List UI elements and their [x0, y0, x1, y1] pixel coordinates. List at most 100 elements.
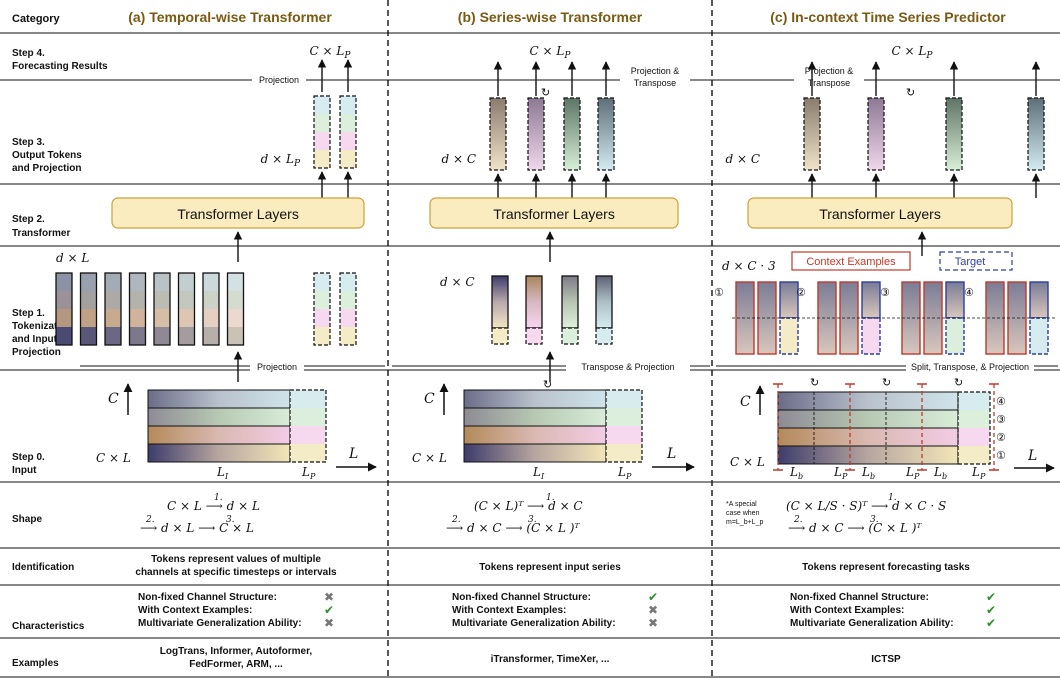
b-input-token: [491, 275, 509, 345]
c-cxl-label: C × L: [730, 455, 765, 469]
c-input-projection-label: Split, Transpose, & Projection: [911, 362, 1029, 372]
characteristic-row: Non-fixed Channel Structure: ✔: [452, 590, 658, 604]
svg-text:Step 3.: Step 3.: [12, 137, 45, 148]
b-li-label: LI: [532, 465, 545, 481]
b-input-projection-label: Transpose & Projection: [581, 362, 674, 372]
a-c-axis-label: C: [108, 391, 119, 407]
c-shape-step3: 3.: [870, 515, 879, 525]
characteristic-label: Multivariate Generalization Ability:: [138, 618, 302, 629]
c-segment-label: LP: [905, 465, 920, 481]
c-shape-line2: ⟶ d × C ⟶ (C × L )ᵀ: [788, 521, 922, 535]
a-identification-line2: channels at specific timesteps or interv…: [135, 567, 337, 578]
b-shape-line2: ⟶ d × C ⟶ (C × L )ᵀ: [446, 521, 580, 535]
c-rotate-marker: ↻: [954, 376, 963, 389]
c-shape-step1: 1.: [888, 493, 897, 503]
characteristic-label: Multivariate Generalization Ability:: [452, 618, 616, 629]
c-target-token: [1029, 281, 1049, 355]
c-task-group: ③: [880, 281, 965, 355]
b-dc-shape: d × C: [441, 152, 476, 166]
svg-text:Projection: Projection: [12, 347, 61, 358]
b-c-axis-label: C: [424, 391, 435, 407]
c-channel-number: ①: [996, 449, 1006, 462]
characteristic-label: With Context Examples:: [452, 605, 566, 616]
a-input-projection-label: Projection: [257, 362, 297, 372]
a-identification-line1: Tokens represent values of multiple: [151, 554, 321, 565]
characteristic-row: Multivariate Generalization Ability: ✖: [138, 616, 334, 630]
c-c-axis-label: C: [740, 394, 751, 410]
a-input-token: [55, 272, 73, 346]
a-output-token-1: [313, 95, 331, 169]
svg-text:Step 0.: Step 0.: [12, 452, 45, 463]
characteristic-row: Multivariate Generalization Ability: ✖: [452, 616, 658, 630]
svg-text:and Input: and Input: [12, 334, 58, 345]
characteristic-label: Non-fixed Channel Structure:: [452, 592, 591, 603]
characteristic-label: With Context Examples:: [138, 605, 252, 616]
a-projection-label: Projection: [259, 75, 299, 85]
a-transformer-label: Transformer Layers: [177, 206, 299, 222]
check-icon: ✔: [324, 603, 334, 617]
svg-text:Step 4.: Step 4.: [12, 48, 45, 59]
c-identification: Tokens represent forecasting tasks: [802, 562, 970, 573]
c-task-group: ④: [964, 281, 1049, 355]
a-characteristics: Non-fixed Channel Structure: ✖With Contex…: [138, 590, 334, 630]
characteristic-label: Non-fixed Channel Structure:: [790, 592, 929, 603]
c-segment-label: LP: [833, 465, 848, 481]
b-shape-step1: 1.: [546, 493, 555, 503]
c-special-case-2: case when: [726, 510, 760, 517]
a-input-series: [147, 389, 327, 463]
c-context-legend: [791, 251, 911, 271]
a-transformer-block: [111, 197, 365, 229]
b-shape-step3: 3.: [528, 515, 537, 525]
step3-label: Step 3. Output Tokens and Projection: [12, 137, 82, 174]
column-c-diagram: C × LP Projection & Transpose d × C ↻ Tr…: [714, 44, 1058, 481]
c-transformer-block: [747, 197, 1013, 229]
characteristic-row: With Context Examples: ✔: [790, 603, 996, 617]
b-output-token: [597, 61, 615, 198]
column-a-diagram: C × LP Projection d × LP Transformer Lay…: [55, 44, 385, 481]
c-target-token: [945, 281, 965, 355]
svg-text:Forecasting Results: Forecasting Results: [12, 61, 108, 72]
b-l-axis-label: L: [666, 446, 676, 462]
c-context-legend-label: Context Examples: [806, 256, 896, 268]
c-output-token: [867, 61, 885, 198]
c-projection-label-2: Transpose: [808, 78, 850, 88]
check-icon: ✔: [648, 590, 658, 604]
cross-icon: ✖: [648, 603, 658, 617]
a-input-tokens: [55, 272, 357, 346]
category-header: Category: [12, 13, 61, 25]
c-dc-shape: d × C: [725, 152, 760, 166]
a-input-target-token: [313, 272, 331, 346]
c-special-case-3: m=L_b+L_p: [726, 519, 763, 526]
shape-label: Shape: [12, 514, 42, 525]
b-output-token: [527, 61, 545, 198]
b-identification: Tokens represent input series: [479, 562, 621, 573]
c-projection-label-1: Projection &: [805, 66, 854, 76]
c-segment-label: LP: [971, 465, 986, 481]
a-projection-bg: [252, 73, 306, 85]
c-target-legend: [939, 251, 1013, 271]
c-task-number: ④: [964, 286, 974, 299]
c-l-axis-label: L: [1027, 448, 1037, 464]
a-input-token: [128, 272, 147, 346]
a-examples-line2: FedFormer, ARM, ...: [189, 659, 283, 670]
c-rotate-marker: ↻: [882, 376, 891, 389]
check-icon: ✔: [986, 590, 996, 604]
b-rotate-icon: ↻: [541, 86, 550, 99]
cross-icon: ✖: [648, 616, 658, 630]
c-target-legend-label: Target: [955, 256, 986, 268]
a-shape-step2: 2.: [145, 515, 155, 525]
b-cxl-label: C × L: [412, 451, 447, 465]
characteristic-label: With Context Examples:: [790, 605, 904, 616]
c-transformer-label: Transformer Layers: [819, 206, 941, 222]
b-input-rotate-icon: ↻: [543, 378, 552, 391]
b-examples: iTransformer, TimeXer, ...: [491, 654, 610, 665]
c-split-markers: ↻ ↻ ↻ Lb LP Lb LP Lb LP: [773, 376, 999, 481]
c-shape-step2: 2.: [793, 515, 803, 525]
cross-icon: ✖: [324, 616, 334, 630]
characteristic-row: Multivariate Generalization Ability: ✔: [790, 616, 996, 630]
a-l-axis-label: L: [348, 446, 358, 462]
examples-label: Examples: [12, 658, 59, 669]
b-shape-line1: (C × L)ᵀ ⟶ d × C: [474, 499, 583, 513]
a-input-projection-bg: [250, 360, 304, 372]
b-input-token: [561, 275, 579, 345]
